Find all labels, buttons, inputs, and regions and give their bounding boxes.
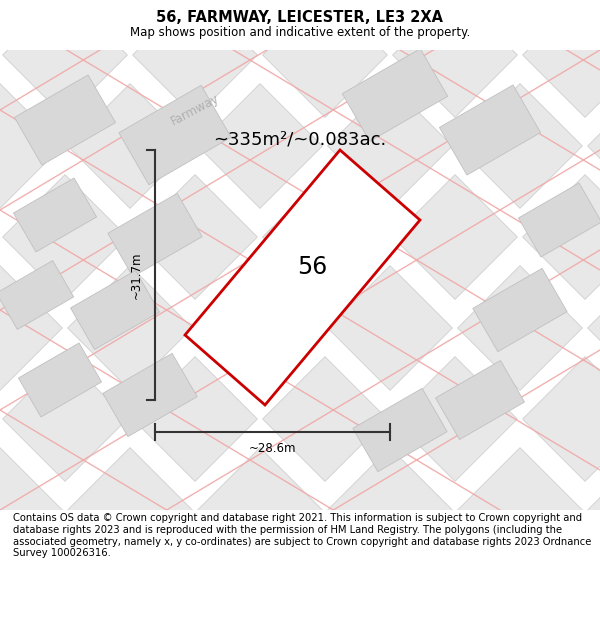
Text: Farmway: Farmway — [344, 222, 397, 258]
Polygon shape — [0, 261, 74, 329]
Text: 56: 56 — [298, 256, 328, 279]
Polygon shape — [458, 266, 583, 391]
Polygon shape — [392, 174, 517, 299]
Polygon shape — [2, 0, 127, 118]
Polygon shape — [133, 174, 257, 299]
Polygon shape — [328, 266, 452, 391]
Polygon shape — [523, 539, 600, 625]
Polygon shape — [436, 361, 524, 439]
Polygon shape — [458, 448, 583, 572]
Polygon shape — [19, 343, 101, 417]
Polygon shape — [328, 84, 452, 208]
Polygon shape — [587, 84, 600, 208]
Polygon shape — [523, 0, 600, 118]
Polygon shape — [0, 266, 62, 391]
Polygon shape — [328, 448, 452, 572]
Polygon shape — [523, 357, 600, 481]
Polygon shape — [197, 266, 322, 391]
Polygon shape — [523, 174, 600, 299]
Polygon shape — [439, 85, 541, 175]
Polygon shape — [133, 0, 257, 118]
Polygon shape — [263, 174, 388, 299]
Polygon shape — [353, 388, 447, 472]
Polygon shape — [2, 357, 127, 481]
Polygon shape — [263, 539, 388, 625]
Text: Contains OS data © Crown copyright and database right 2021. This information is : Contains OS data © Crown copyright and d… — [13, 514, 592, 558]
Text: ~335m²/~0.083ac.: ~335m²/~0.083ac. — [214, 131, 386, 149]
Polygon shape — [68, 448, 193, 572]
Polygon shape — [0, 84, 62, 208]
Polygon shape — [392, 539, 517, 625]
Polygon shape — [108, 193, 202, 277]
Polygon shape — [518, 183, 600, 257]
Polygon shape — [133, 357, 257, 481]
Polygon shape — [392, 0, 517, 118]
Polygon shape — [68, 84, 193, 208]
Polygon shape — [263, 357, 388, 481]
Polygon shape — [587, 266, 600, 391]
Polygon shape — [392, 357, 517, 481]
Polygon shape — [14, 75, 116, 165]
Polygon shape — [587, 448, 600, 572]
Polygon shape — [0, 448, 62, 572]
Polygon shape — [71, 271, 160, 349]
Polygon shape — [185, 150, 420, 405]
Polygon shape — [2, 539, 127, 625]
Polygon shape — [473, 268, 567, 352]
Polygon shape — [119, 85, 231, 185]
Polygon shape — [263, 0, 388, 118]
Text: Farmway: Farmway — [169, 92, 221, 128]
Polygon shape — [2, 174, 127, 299]
Polygon shape — [68, 266, 193, 391]
Polygon shape — [342, 49, 448, 141]
Polygon shape — [133, 539, 257, 625]
Polygon shape — [197, 84, 322, 208]
Text: ~31.7m: ~31.7m — [130, 251, 143, 299]
Polygon shape — [197, 448, 322, 572]
Text: ~28.6m: ~28.6m — [249, 442, 296, 455]
Text: Map shows position and indicative extent of the property.: Map shows position and indicative extent… — [130, 26, 470, 39]
Polygon shape — [103, 353, 197, 437]
Text: 56, FARMWAY, LEICESTER, LE3 2XA: 56, FARMWAY, LEICESTER, LE3 2XA — [157, 10, 443, 25]
Polygon shape — [458, 84, 583, 208]
Polygon shape — [13, 178, 97, 252]
